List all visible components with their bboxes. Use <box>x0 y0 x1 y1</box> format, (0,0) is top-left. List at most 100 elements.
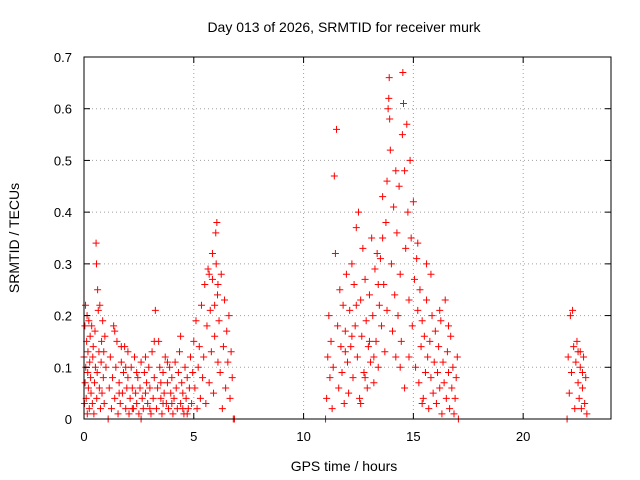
data-point <box>397 337 405 345</box>
data-point <box>227 348 235 356</box>
data-point <box>171 358 179 366</box>
data-point <box>126 394 134 402</box>
data-point <box>339 301 347 309</box>
data-point <box>99 374 107 382</box>
data-point <box>214 281 222 289</box>
data-point <box>582 374 590 382</box>
data-point <box>170 394 178 402</box>
data-point <box>361 374 369 382</box>
data-point <box>193 405 201 413</box>
data-point <box>166 363 174 371</box>
data-point <box>416 286 424 294</box>
data-point <box>327 337 335 345</box>
data-point <box>115 389 123 397</box>
data-point <box>360 368 368 376</box>
data-point <box>349 374 357 382</box>
data-point <box>451 394 459 402</box>
data-point <box>574 348 582 356</box>
data-point <box>414 239 422 247</box>
data-point <box>435 343 443 351</box>
y-tick-label: 0.2 <box>54 309 72 324</box>
data-point <box>177 399 185 407</box>
data-point <box>391 291 399 299</box>
data-point <box>570 343 578 351</box>
data-point <box>217 270 225 278</box>
data-point <box>428 312 436 320</box>
data-point <box>154 384 162 392</box>
data-point <box>110 322 118 330</box>
data-point <box>122 363 130 371</box>
y-tick-label: 0.6 <box>54 102 72 117</box>
data-point <box>362 317 370 325</box>
data-point <box>445 322 453 330</box>
data-point <box>404 208 412 216</box>
x-tick-label: 0 <box>80 429 87 444</box>
data-point <box>169 410 177 418</box>
data-point <box>99 317 107 325</box>
data-point <box>213 218 221 226</box>
data-point <box>410 275 418 283</box>
data-point <box>211 332 219 340</box>
data-point <box>141 389 149 397</box>
data-point <box>210 389 218 397</box>
data-point <box>120 368 128 376</box>
data-point <box>97 358 105 366</box>
data-point <box>205 379 213 387</box>
data-point <box>111 327 119 335</box>
data-point <box>399 100 407 108</box>
data-point <box>571 405 579 413</box>
data-point <box>158 410 166 418</box>
data-point <box>224 358 232 366</box>
data-point <box>342 270 350 278</box>
data-point <box>176 348 184 356</box>
data-point <box>205 270 213 278</box>
data-point <box>98 389 106 397</box>
data-point <box>415 379 423 387</box>
x-axis-label: GPS time / hours <box>291 458 398 474</box>
data-point <box>438 410 446 418</box>
data-point <box>338 368 346 376</box>
data-point <box>125 410 133 418</box>
data-point <box>85 405 93 413</box>
data-point <box>148 348 156 356</box>
data-point <box>333 125 341 133</box>
data-point <box>145 363 153 371</box>
data-point <box>150 337 158 345</box>
data-point <box>178 379 186 387</box>
data-point <box>364 343 372 351</box>
data-point <box>207 348 215 356</box>
x-tick-label: 20 <box>516 429 530 444</box>
data-point <box>403 120 411 128</box>
data-point <box>81 379 89 387</box>
data-point <box>436 306 444 314</box>
data-point <box>578 384 586 392</box>
data-point <box>373 250 381 258</box>
data-point <box>352 224 360 232</box>
data-point <box>91 379 99 387</box>
data-point <box>201 281 209 289</box>
data-point <box>90 410 98 418</box>
data-point <box>357 296 365 304</box>
data-point <box>365 291 373 299</box>
data-point <box>159 399 167 407</box>
data-point <box>199 374 207 382</box>
data-point <box>424 353 432 361</box>
data-point <box>401 167 409 175</box>
data-point <box>379 234 387 242</box>
data-point <box>156 363 164 371</box>
data-point <box>340 399 348 407</box>
data-point <box>365 337 373 345</box>
data-point <box>115 379 123 387</box>
data-point <box>84 368 92 376</box>
data-point <box>396 270 404 278</box>
data-point <box>150 374 158 382</box>
data-point <box>93 368 101 376</box>
data-point <box>87 374 95 382</box>
data-point <box>84 348 92 356</box>
data-point <box>382 218 390 226</box>
data-point <box>146 384 154 392</box>
data-point <box>357 399 365 407</box>
data-point <box>112 363 120 371</box>
data-point <box>200 353 208 361</box>
